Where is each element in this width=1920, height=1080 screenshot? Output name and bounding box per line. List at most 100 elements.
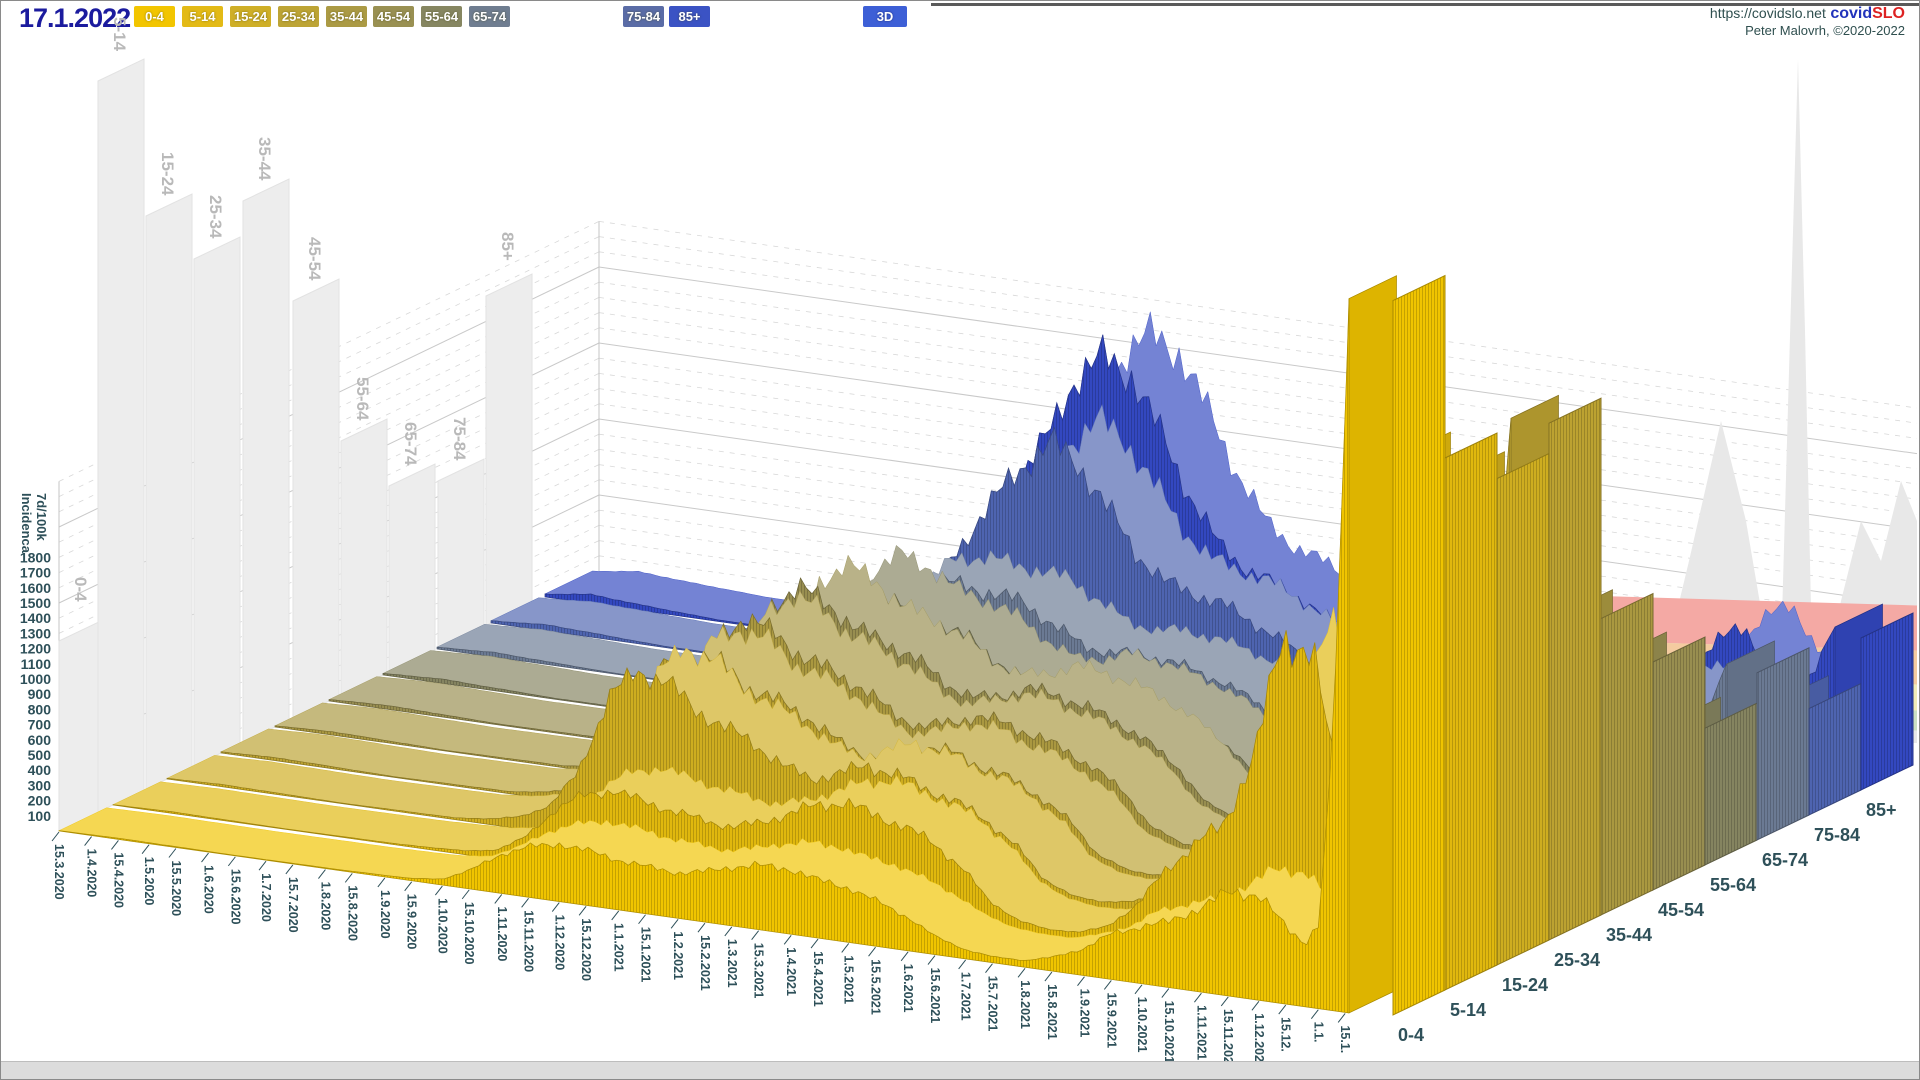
value-tick-label: 900 (28, 686, 52, 702)
date-tick-label: 1.2.2021 (671, 931, 685, 980)
date-axis: 15.3.2020 1.4.2020 15.4.2020 1.5.2020 15.5.2… (51, 831, 1352, 1071)
legend-button-15-24[interactable]: 15-24 (230, 6, 271, 27)
ghost-bar-label-5-14: 5-14 (110, 17, 129, 52)
ghost-bar-35-44 (242, 178, 290, 744)
date-tick-label: 1.6.2020 (202, 865, 216, 914)
date-tick-label: 1.12.2021 (1252, 1013, 1266, 1069)
age-axis-label-65-74: 65-74 (1762, 850, 1808, 870)
date-tick-label: 1.8.2021 (1018, 980, 1032, 1029)
legend-button-45-54[interactable]: 45-54 (373, 6, 414, 27)
ribbon-0-4 (58, 275, 1397, 1014)
legend-button-75-84[interactable]: 75-84 (623, 6, 664, 27)
age-axis-label-55-64: 55-64 (1710, 875, 1756, 895)
author-credit: Peter Malovrh, ©2020-2022 (1745, 23, 1905, 38)
age-axis-label-5-14: 5-14 (1450, 1000, 1486, 1020)
date-tick-label: 1.3.2021 (725, 939, 739, 988)
date-tick-label: 1.7.2021 (959, 972, 973, 1021)
legend-button-55-64[interactable]: 55-64 (421, 6, 462, 27)
value-tick-label: 1500 (20, 595, 51, 611)
date-tick-label: 1.11.2020 (495, 906, 509, 961)
date-tick-label: 15.9.2020 (405, 894, 419, 950)
age-axis-label-85+: 85+ (1866, 800, 1897, 820)
value-tick-label: 1200 (20, 641, 51, 657)
ghost-bar-label-55-64: 55-64 (353, 377, 372, 421)
value-axis: 1002003004005006007008009001000110012001… (19, 493, 51, 824)
date-tick-label: 15.8.2020 (345, 885, 359, 941)
date-tick-label: 1.4.2021 (784, 947, 798, 996)
date-tick-label: 15.5.2021 (869, 959, 883, 1015)
date-tick-label: 15.6.2020 (228, 869, 242, 925)
date-tick-label: 15.3.2021 (752, 943, 766, 999)
age-axis-label-35-44: 35-44 (1606, 925, 1652, 945)
top-divider-line (931, 3, 1919, 6)
value-tick-label: 1000 (20, 671, 51, 687)
ghost-bar-75-84 (437, 458, 485, 650)
legend-button-25-34[interactable]: 25-34 (278, 6, 319, 27)
date-tick-label: 15.11.2020 (522, 910, 536, 972)
current-bar-15-24 (1496, 452, 1550, 966)
ribbon-face-0-4 (58, 298, 1350, 1014)
value-tick-label: 1300 (20, 625, 51, 641)
legend-button-5-14[interactable]: 5-14 (182, 6, 223, 27)
date-tick-label: 15.4.2020 (111, 852, 125, 908)
date-tick-label: 15.6.2021 (928, 968, 942, 1024)
value-tick-label: 1700 (20, 565, 51, 581)
date-tick-label: 1.9.2020 (378, 890, 392, 939)
value-tick-label: 1400 (20, 610, 51, 626)
date-tick-label: 1.7.2020 (259, 873, 273, 922)
date-tick-label: 15.10.2020 (462, 902, 476, 965)
legend-button-35-44[interactable]: 35-44 (326, 6, 367, 27)
date-tick-label: 15.1.2021 (639, 927, 653, 983)
value-tick-label: 300 (28, 777, 52, 793)
site-attribution: https://covidslo.net covidSLO Peter Malo… (1710, 5, 1905, 39)
date-tick-label: 15.12. (1279, 1017, 1293, 1052)
date-tick-label: 1.12.2020 (552, 915, 566, 971)
ghost-bar-label-35-44: 35-44 (255, 137, 274, 181)
current-bar-5-14 (1444, 432, 1498, 991)
value-tick-label: 500 (28, 747, 52, 763)
current-bar-65-74 (1756, 647, 1810, 841)
value-tick-label: 1600 (20, 580, 51, 596)
date-tick-label: 1.5.2020 (142, 857, 156, 906)
current-bar-85+ (1860, 612, 1914, 791)
date-tick-label: 15.7.2021 (985, 976, 999, 1032)
ribbon-endcap-0-4 (1348, 275, 1397, 1014)
ghost-bar-label-45-54: 45-54 (305, 237, 324, 281)
date-tick-label: 1.11.2021 (1194, 1005, 1208, 1060)
age-axis-label-25-34: 25-34 (1554, 950, 1600, 970)
legend-button-85+[interactable]: 85+ (669, 6, 710, 27)
date-tick-label: 1.1.2021 (612, 923, 626, 972)
age-axis-label-75-84: 75-84 (1814, 825, 1860, 845)
ghost-bar-25-34 (193, 236, 241, 767)
age-axis-label-45-54: 45-54 (1658, 900, 1704, 920)
ghost-bar-label-25-34: 25-34 (206, 195, 225, 239)
date-tick-label: 15.3.2020 (52, 844, 66, 900)
ghost-bar-85+ (485, 273, 533, 627)
current-bar-35-44 (1600, 592, 1654, 916)
legend-button-0-4[interactable]: 0-4 (134, 6, 175, 27)
date-tick-label: 1.5.2021 (842, 955, 856, 1004)
site-url[interactable]: https://covidslo.net (1709, 5, 1826, 21)
current-bar-45-54 (1652, 636, 1706, 891)
legend-button-65-74[interactable]: 65-74 (469, 6, 510, 27)
current-date-value: 17.1.2022 (19, 3, 131, 33)
ghost-bar-label-85+: 85+ (498, 232, 517, 261)
value-tick-label: 400 (28, 762, 52, 778)
current-value-bars: 0-4 5-14 15-24 25-34 35-44 45-54 55-64 65-74 75-… (1392, 274, 1914, 1045)
ghost-bar-45-54 (292, 278, 340, 720)
ghost-bar-label-65-74: 65-74 (401, 422, 420, 466)
value-tick-label: 1100 (21, 656, 52, 672)
date-tick-label: 15.4.2021 (811, 951, 825, 1007)
value-axis-title: 7d/100kIncidenca (19, 493, 49, 554)
date-tick-label: 15.11.2021 (1221, 1009, 1235, 1071)
current-bar-25-34 (1548, 397, 1602, 941)
date-tick-label: 15.1. (1338, 1025, 1352, 1053)
date-tick-label: 15.5.2020 (169, 860, 183, 916)
ghost-bar-15-24 (145, 193, 193, 790)
date-tick-label: 15.7.2020 (286, 877, 300, 933)
ghost-bar-label-0-4: 0-4 (71, 577, 90, 602)
age-axis-label-0-4: 0-4 (1398, 1025, 1424, 1045)
value-tick-label: 1800 (20, 549, 51, 565)
mode-3d-button[interactable]: 3D (863, 6, 907, 27)
